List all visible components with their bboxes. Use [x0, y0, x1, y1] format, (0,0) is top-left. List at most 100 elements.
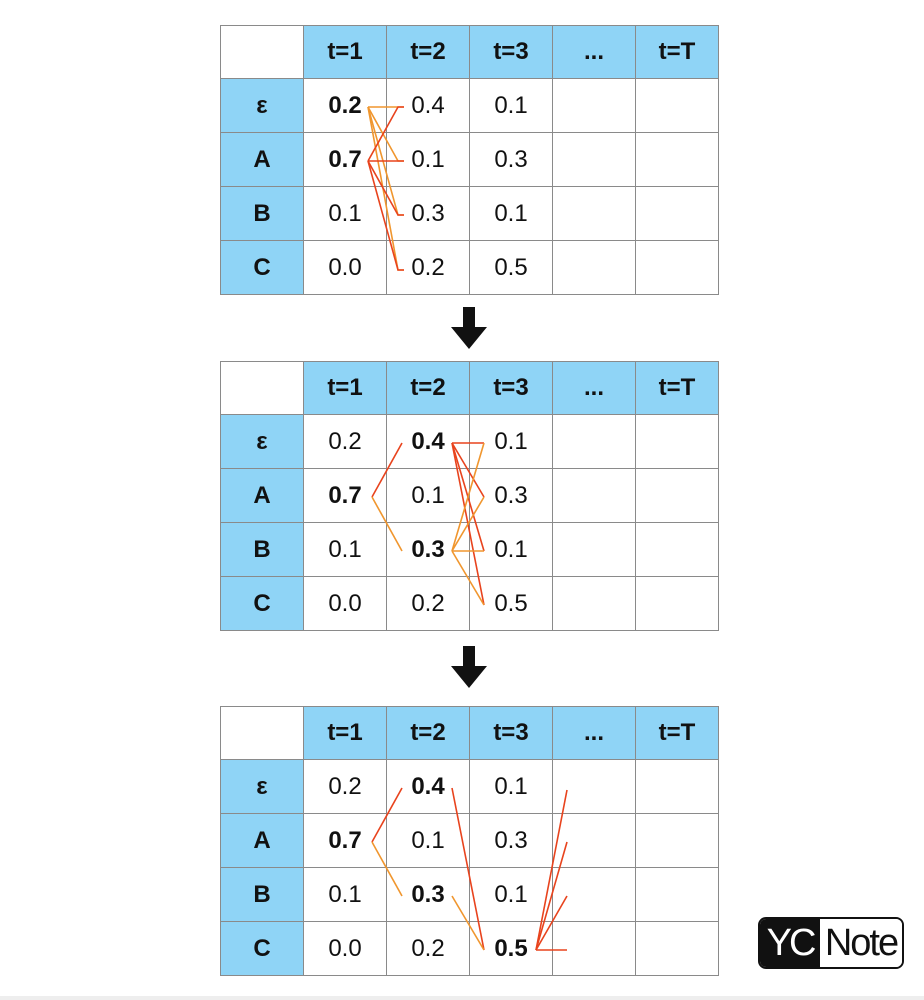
logo-part-yc: YC	[760, 919, 820, 967]
cell: 0.1	[469, 414, 553, 469]
cell	[635, 921, 719, 976]
cell	[552, 921, 636, 976]
cell	[635, 186, 719, 241]
table-step-1: t=1 t=2 t=3 ... t=T ε 0.2 0.4 0.1 A 0.7 …	[220, 25, 719, 295]
cell: 0.1	[386, 468, 470, 523]
cell	[635, 576, 719, 631]
cell: 0.2	[386, 576, 470, 631]
row-header: C	[220, 240, 304, 295]
cell	[552, 186, 636, 241]
cell: 0.1	[303, 186, 387, 241]
cell: 0.2	[303, 414, 387, 469]
cell	[635, 414, 719, 469]
cell	[635, 132, 719, 187]
cell: 0.1	[469, 186, 553, 241]
row-header: B	[220, 867, 304, 922]
col-header: ...	[552, 25, 636, 79]
cell: 0.3	[386, 186, 470, 241]
cell: 0.1	[303, 867, 387, 922]
table-step-3: t=1 t=2 t=3 ... t=T ε 0.2 0.4 0.1 A 0.7 …	[220, 706, 719, 976]
cell: 0.1	[469, 78, 553, 133]
cell: 0.3	[469, 132, 553, 187]
cell: 0.5	[469, 240, 553, 295]
cell: 0.7	[303, 813, 387, 868]
cell: 0.3	[386, 867, 470, 922]
cell: 0.4	[386, 414, 470, 469]
table-step-2: t=1 t=2 t=3 ... t=T ε 0.2 0.4 0.1 A 0.7 …	[220, 361, 719, 631]
col-header: t=1	[303, 25, 387, 79]
col-header: t=2	[386, 361, 470, 415]
col-header: ...	[552, 361, 636, 415]
cell	[635, 468, 719, 523]
cell: 0.5	[469, 576, 553, 631]
col-header: ...	[552, 706, 636, 760]
cell: 0.0	[303, 240, 387, 295]
row-header: ε	[220, 78, 304, 133]
col-header: t=1	[303, 706, 387, 760]
cell	[552, 576, 636, 631]
corner-cell	[220, 706, 304, 760]
cell	[552, 867, 636, 922]
cell: 0.2	[303, 78, 387, 133]
cell	[552, 78, 636, 133]
row-header: C	[220, 921, 304, 976]
cell: 0.1	[469, 759, 553, 814]
cell: 0.2	[386, 921, 470, 976]
down-arrow-icon	[451, 646, 487, 688]
footer-divider	[0, 996, 924, 1000]
cell: 0.5	[469, 921, 553, 976]
col-header: t=T	[635, 25, 719, 79]
cell	[552, 240, 636, 295]
corner-cell	[220, 25, 304, 79]
logo-part-note: Note	[820, 919, 902, 967]
col-header: t=2	[386, 706, 470, 760]
row-header: C	[220, 576, 304, 631]
row-header: A	[220, 468, 304, 523]
cell	[552, 132, 636, 187]
col-header: t=2	[386, 25, 470, 79]
row-header: ε	[220, 759, 304, 814]
row-header: A	[220, 132, 304, 187]
row-header: B	[220, 186, 304, 241]
cell	[552, 468, 636, 523]
col-header: t=3	[469, 706, 553, 760]
cell	[552, 813, 636, 868]
col-header: t=T	[635, 706, 719, 760]
cell	[635, 78, 719, 133]
cell: 0.2	[386, 240, 470, 295]
cell: 0.1	[386, 813, 470, 868]
cell: 0.1	[303, 522, 387, 577]
col-header: t=3	[469, 361, 553, 415]
row-header: B	[220, 522, 304, 577]
col-header: t=T	[635, 361, 719, 415]
col-header: t=1	[303, 361, 387, 415]
cell: 0.3	[469, 468, 553, 523]
cell: 0.4	[386, 78, 470, 133]
cell	[552, 414, 636, 469]
cell	[635, 759, 719, 814]
cell: 0.2	[303, 759, 387, 814]
cell: 0.3	[386, 522, 470, 577]
cell: 0.4	[386, 759, 470, 814]
cell: 0.3	[469, 813, 553, 868]
cell	[635, 813, 719, 868]
cell	[635, 522, 719, 577]
cell: 0.7	[303, 468, 387, 523]
row-header: ε	[220, 414, 304, 469]
cell: 0.0	[303, 576, 387, 631]
cell: 0.7	[303, 132, 387, 187]
ycnote-logo: YC Note	[758, 917, 904, 969]
row-header: A	[220, 813, 304, 868]
cell	[635, 867, 719, 922]
cell	[552, 759, 636, 814]
corner-cell	[220, 361, 304, 415]
col-header: t=3	[469, 25, 553, 79]
cell: 0.0	[303, 921, 387, 976]
cell: 0.1	[469, 867, 553, 922]
cell: 0.1	[386, 132, 470, 187]
down-arrow-icon	[451, 307, 487, 349]
cell	[635, 240, 719, 295]
cell	[552, 522, 636, 577]
cell: 0.1	[469, 522, 553, 577]
